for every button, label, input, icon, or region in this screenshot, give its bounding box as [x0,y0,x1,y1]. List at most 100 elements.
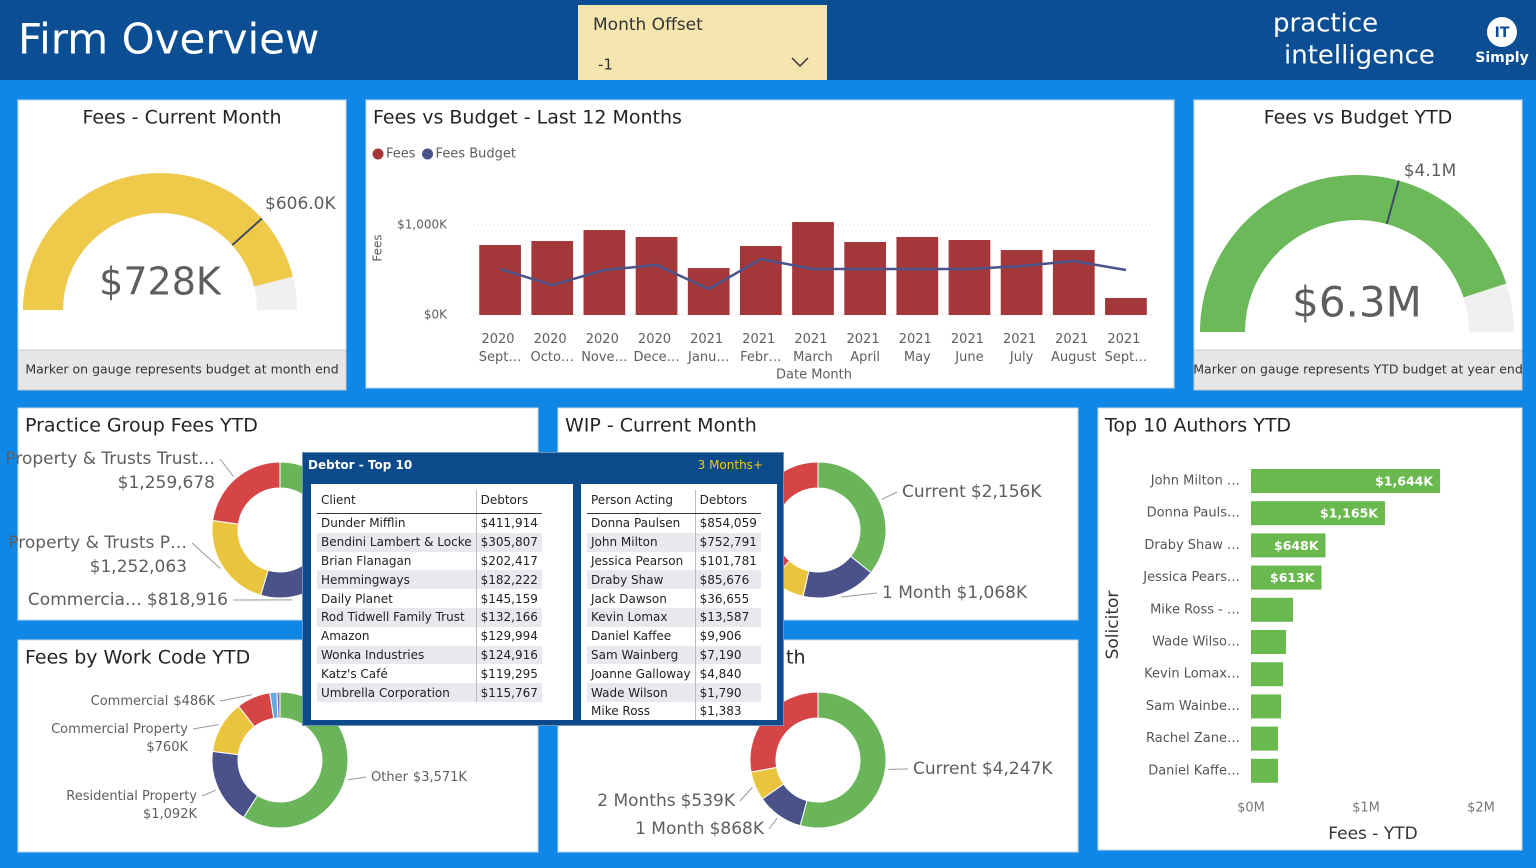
bar [583,230,626,315]
cell: $752,791 [694,532,761,552]
note-bar [17,349,347,391]
cell: $85,676 [694,570,761,590]
y-tick-label: Mike Ross - … [1150,602,1240,617]
row: Wade Wilson $1,790 [587,683,761,702]
leader-line [768,817,778,830]
x-tick-label: 2021 March [793,332,833,365]
cell: Draby Shaw [587,570,696,590]
bar [479,244,521,315]
slicer[interactable] [578,5,827,80]
y-tick-label: Donna Pauls… [1147,506,1240,521]
gauge-value: $728K [99,260,222,304]
bar [844,242,887,315]
cell: $1,383 [694,701,761,720]
row: Daily Planet $145,159 [317,589,542,608]
cell: $411,914 [475,513,542,533]
data-label: Property & Trusts P… $1,252,063 [8,533,187,577]
bar [948,240,991,315]
y-tick-label: $1,000K [397,218,448,232]
cell: $132,166 [475,607,542,627]
row: Sam Wainberg $7,190 [587,645,761,665]
cell: Donna Paulsen [591,516,681,531]
bar [1251,597,1293,622]
gauge-value: $6.3M [1292,278,1422,327]
leader-line [192,724,219,730]
note: Marker on gauge represents YTD budget at… [1193,362,1523,377]
data-label: $1,165K [1320,506,1379,521]
y-tick-label: Wade Wilso… [1152,635,1240,650]
label-name: 1 Month [882,583,952,603]
label-value: $3,571K [413,770,467,785]
cell: $101,781 [694,551,761,571]
row: Amazon $129,994 [317,626,542,646]
note-bar [1193,349,1523,391]
x-tick-label: 2021 July [1003,332,1040,365]
slicer-chevron[interactable] [791,57,809,68]
data-label: $1,644K [1375,474,1434,489]
x-tick-label: 2020 Octo… [531,332,574,365]
label-value: $1,252,063 [90,557,187,577]
label-name: Residential Property [66,789,197,804]
header-row: Person Acting Debtors [587,490,761,514]
cell: Rod Tidwell Family Trust [317,607,477,627]
bar [896,236,939,315]
cell: Daniel Kaffee [591,629,672,644]
row: Jack Dawson $36,655 [587,589,761,608]
x-tick-label: $2M [1467,801,1495,816]
leader-line [191,542,221,569]
cell: Jack Dawson [591,591,667,606]
gauge-target [231,217,263,246]
leader-line [739,786,753,802]
bar [1251,533,1326,558]
column-header: Client [317,490,477,514]
label-value: $760K [146,740,188,755]
cell: Wonka Industries [317,645,477,665]
cell: Daily Planet [321,591,393,606]
leader-line [219,694,253,702]
table-body: Donna Paulsen $854,059 John Milton $752,791… [587,513,761,720]
x-tick-label: 2021 Janu… [687,332,729,365]
donut-slice [817,461,887,574]
cell: Joanne Galloway [591,666,691,681]
cell: $13,587 [694,607,761,627]
panel-title: th [786,647,806,669]
label-name: 1 Month [635,819,705,839]
bar [1251,694,1282,719]
bar [1105,297,1147,315]
label-name: Commercial Property [51,722,188,737]
x-tick-label: 2020 Dece… [633,332,679,365]
bar [1000,250,1043,315]
label-value: $1,259,678 [118,473,215,493]
cell: Mike Ross [591,704,651,719]
row: Wonka Industries $124,916 [317,645,542,665]
bar [531,241,574,315]
x-tick-label: 2021 Sept… [1105,332,1148,365]
cell: $9,906 [694,626,761,646]
logo-top: practice [1273,9,1378,39]
gauge-fill [23,172,293,310]
x-tick-label: 2021 May [899,332,936,365]
panel-title: Fees vs Budget YTD [1264,107,1453,129]
data-label: 1 Month $868K [635,819,765,839]
bar [1251,726,1279,751]
cell: John Milton [587,532,696,552]
row: Umbrella Corporation $115,767 [317,683,542,702]
data-label: Residential Property $1,092K [66,789,197,822]
cell: Kevin Lomax [587,607,696,627]
label-value: $4,247K [982,759,1053,779]
label-value: $539K [681,791,736,811]
data-label: Commercia… $818,916 [28,590,228,610]
data-label: Other $3,571K [371,770,467,785]
label-name: Current [902,482,966,502]
slicer-value[interactable]: -1 [598,56,613,74]
badge-top: IT [1495,25,1510,41]
gauge-target-label: $4.1M [1404,161,1457,181]
x-tick-label: 2021 April [847,332,884,365]
legend-marker [372,148,384,160]
bar [1251,662,1283,687]
table-box: Client Debtors Dunder Mifflin $411,914 Bendi… [311,484,573,720]
header-row: Client Debtors [317,490,542,514]
y-tick-label: Sam Wainbe… [1146,699,1240,714]
row: John Milton $752,791 [587,532,761,552]
tooltip-filter: 3 Months+ [697,458,763,472]
